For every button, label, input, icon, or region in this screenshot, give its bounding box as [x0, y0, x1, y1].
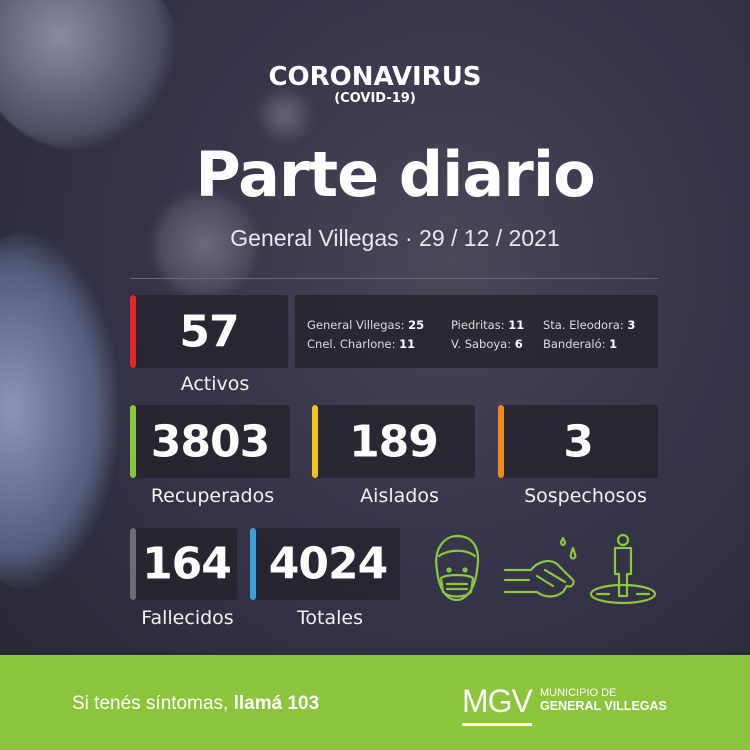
face-mask-icon — [435, 534, 480, 602]
aislados-card: 189 — [312, 405, 475, 478]
recuperados-label: Recuperados — [150, 485, 275, 507]
footer-band: Si tenés síntomas, llamá 103 MGV MUNICIP… — [0, 655, 750, 750]
sospechosos-card: 3 — [498, 405, 658, 478]
location-date: General Villegas · 29 / 12 / 2021 — [230, 225, 560, 251]
divider — [130, 278, 658, 279]
fallecidos-label: Fallecidos — [141, 607, 234, 629]
sospechosos-label: Sospechosos — [524, 485, 647, 507]
totales-color-bar — [250, 528, 256, 600]
recuperados-value: 3803 — [150, 416, 270, 467]
header-subtitle: (COVID-19) — [334, 91, 416, 106]
totales-label: Totales — [297, 607, 363, 629]
aislados-value: 189 — [349, 416, 439, 467]
totales-value: 4024 — [268, 538, 388, 590]
fallecidos-color-bar — [130, 528, 136, 600]
activos-label: Activos — [180, 373, 250, 395]
sospechosos-color-bar — [498, 405, 504, 478]
location-item: General Villegas: 25 — [307, 318, 425, 332]
sospechosos-value: 3 — [563, 416, 594, 467]
activos-card: 57 — [130, 295, 288, 368]
aislados-color-bar — [312, 405, 318, 478]
recuperados-card: 3803 — [130, 405, 290, 478]
location-item: Banderaló: 1 — [543, 337, 618, 351]
location-item: Cnel. Charlone: 11 — [307, 337, 416, 351]
activos-value: 57 — [179, 306, 239, 357]
fallecidos-card: 164 — [130, 528, 237, 600]
location-item: V. Saboya: 6 — [451, 337, 523, 351]
activos-color-bar — [130, 295, 136, 368]
logo-text: MUNICIPIO DE GENERAL VILLEGAS — [540, 687, 667, 713]
recuperados-color-bar — [130, 405, 136, 478]
location-item: Sta. Eleodora: 3 — [543, 318, 636, 332]
mgv-logo: MGV — [462, 683, 533, 719]
page-title: Parte diario — [195, 138, 595, 211]
footer-message: Si tenés síntomas, llamá 103 — [72, 693, 320, 714]
header-title: CORONAVIRUS — [268, 62, 482, 92]
location-item: Piedritas: 11 — [451, 318, 525, 332]
hand-washing-icon — [503, 536, 577, 598]
locations-card: General Villegas: 25 Piedritas: 11 Sta. … — [295, 295, 658, 368]
aislados-label: Aislados — [360, 485, 439, 507]
fallecidos-value: 164 — [142, 538, 232, 590]
social-distance-icon — [589, 533, 657, 605]
totales-card: 4024 — [250, 528, 400, 600]
logo-underline — [462, 723, 532, 726]
